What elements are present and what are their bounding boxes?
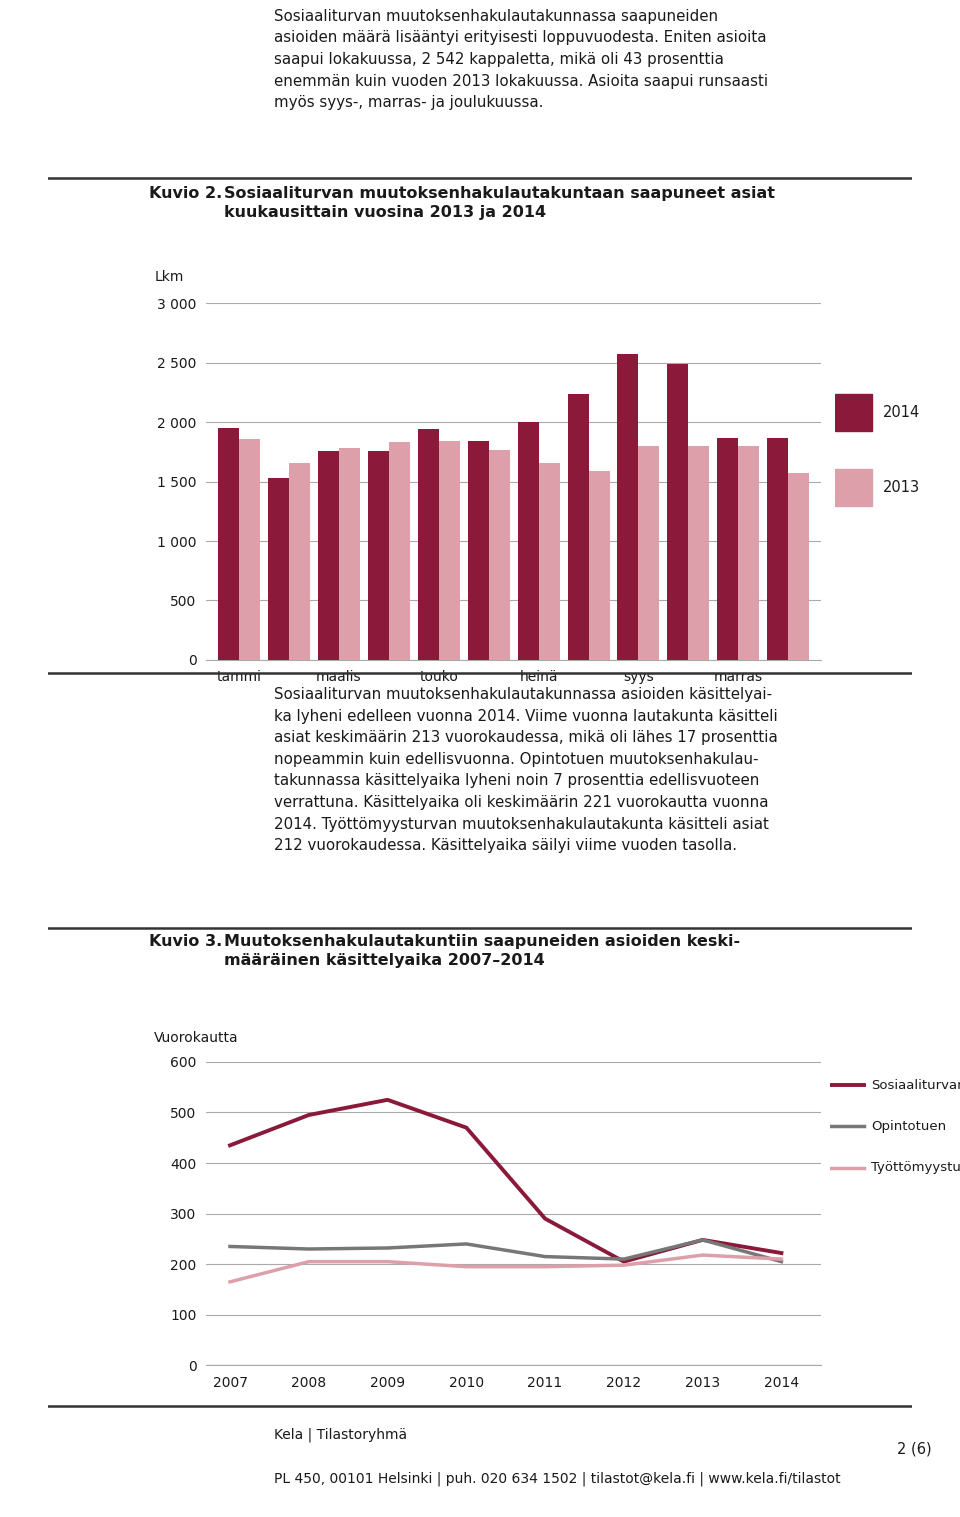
Bar [738, 446, 759, 660]
Bar [218, 428, 239, 660]
Bar [239, 438, 260, 660]
Bar [389, 443, 410, 660]
Bar [418, 429, 439, 660]
Bar [517, 422, 539, 660]
Bar [767, 438, 788, 660]
Text: PL 450, 00101 Helsinki | puh. 020 634 1502 | tilastot@kela.fi | www.kela.fi/tila: PL 450, 00101 Helsinki | puh. 020 634 15… [274, 1471, 840, 1485]
Text: 2014: 2014 [883, 405, 920, 420]
Text: Sosiaaliturvan: Sosiaaliturvan [871, 1079, 960, 1092]
Bar [539, 463, 560, 660]
Text: Sosiaaliturvan muutoksenhakulautakunnassa saapuneiden
asioiden määrä lisääntyi e: Sosiaaliturvan muutoksenhakulautakunnass… [274, 9, 768, 111]
Bar [667, 364, 688, 660]
Bar [717, 438, 738, 660]
FancyBboxPatch shape [835, 394, 872, 431]
Bar [788, 473, 809, 660]
Text: Muutoksenhakulautakuntiin saapuneiden asioiden keski-
määräinen käsittelyaika 20: Muutoksenhakulautakuntiin saapuneiden as… [224, 933, 740, 968]
Bar [468, 441, 489, 660]
Text: Lkm: Lkm [155, 270, 183, 284]
Text: Kuvio 3.: Kuvio 3. [149, 933, 222, 948]
Text: 2013: 2013 [883, 479, 920, 495]
Text: 2 (6): 2 (6) [897, 1441, 931, 1456]
Bar [368, 451, 389, 660]
Bar [439, 441, 460, 660]
Bar [489, 449, 510, 660]
Text: Vuorokautta: Vuorokautta [155, 1032, 239, 1045]
Text: Työttömyysturvan: Työttömyysturvan [871, 1161, 960, 1174]
FancyBboxPatch shape [835, 469, 872, 507]
Bar [318, 451, 339, 660]
Bar [339, 449, 360, 660]
Bar [289, 463, 310, 660]
Text: Kuvio 2.: Kuvio 2. [149, 187, 222, 202]
Text: Sosiaaliturvan muutoksenhakulautakunnassa asioiden käsittelyai-
ka lyheni edelle: Sosiaaliturvan muutoksenhakulautakunnass… [274, 687, 778, 853]
Text: Kela | Tilastoryhmä: Kela | Tilastoryhmä [274, 1427, 407, 1443]
Bar [688, 446, 709, 660]
Bar [617, 355, 638, 660]
Text: Sosiaaliturvan muutoksenhakulautakuntaan saapuneet asiat
kuukausittain vuosina 2: Sosiaaliturvan muutoksenhakulautakuntaan… [224, 187, 775, 220]
Bar [567, 394, 588, 660]
Bar [588, 470, 610, 660]
Bar [638, 446, 660, 660]
Bar [268, 478, 289, 660]
Text: Opintotuen: Opintotuen [871, 1120, 947, 1133]
